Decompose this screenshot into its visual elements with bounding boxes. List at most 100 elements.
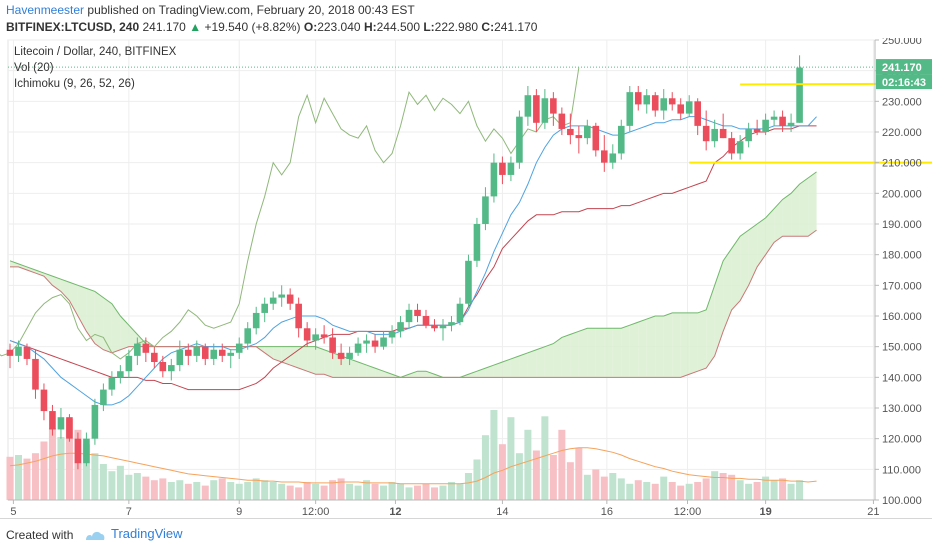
candle[interactable] <box>660 89 668 120</box>
candle[interactable] <box>142 337 150 362</box>
candle[interactable] <box>329 328 336 359</box>
candle[interactable] <box>558 107 566 136</box>
candle[interactable] <box>524 86 532 126</box>
candle[interactable] <box>473 217 481 267</box>
candle[interactable] <box>83 432 90 467</box>
candle[interactable] <box>23 343 31 366</box>
candle[interactable] <box>516 110 523 169</box>
candle[interactable] <box>456 297 464 326</box>
candle[interactable] <box>499 156 506 185</box>
candle[interactable] <box>762 113 769 136</box>
candle[interactable] <box>49 404 56 436</box>
candle[interactable] <box>218 343 226 362</box>
candle[interactable] <box>779 110 786 132</box>
volume-bar <box>583 474 591 500</box>
candle[interactable] <box>626 86 634 132</box>
candle[interactable] <box>533 89 540 132</box>
candle[interactable] <box>244 322 252 350</box>
candle[interactable] <box>677 98 685 120</box>
candle[interactable] <box>541 89 549 129</box>
candle[interactable] <box>702 110 710 151</box>
candle[interactable] <box>227 349 235 369</box>
candle[interactable] <box>507 156 515 182</box>
candle[interactable] <box>363 334 370 353</box>
candle[interactable] <box>168 358 175 381</box>
candle[interactable] <box>184 343 192 366</box>
candle[interactable] <box>91 398 99 445</box>
candle[interactable] <box>770 110 778 126</box>
candle[interactable] <box>337 343 345 366</box>
candle[interactable] <box>74 432 82 470</box>
author-link[interactable]: Havenmeester <box>6 3 85 17</box>
candle[interactable] <box>15 340 22 362</box>
candle[interactable] <box>694 98 701 136</box>
candle[interactable] <box>584 119 591 145</box>
candle[interactable] <box>796 55 803 123</box>
candle[interactable] <box>278 285 285 307</box>
candle[interactable] <box>601 135 608 172</box>
candle[interactable] <box>685 95 693 117</box>
candlestick-chart[interactable]: Litecoin / Dollar, 240, BITFINEX Vol (20)… <box>0 38 932 518</box>
candle[interactable] <box>405 303 413 329</box>
candle[interactable] <box>117 365 124 384</box>
candle[interactable] <box>609 144 617 169</box>
candle[interactable] <box>261 297 268 323</box>
candle[interactable] <box>346 346 353 366</box>
candle[interactable] <box>6 343 14 369</box>
candle[interactable] <box>567 113 574 145</box>
candle[interactable] <box>592 122 600 157</box>
candle[interactable] <box>66 414 73 442</box>
trendline[interactable] <box>740 82 932 86</box>
candle[interactable] <box>617 119 625 160</box>
candle[interactable] <box>269 291 277 310</box>
candle[interactable] <box>32 349 39 399</box>
candle[interactable] <box>252 306 260 335</box>
candle[interactable] <box>753 119 761 136</box>
candle[interactable] <box>354 337 362 356</box>
candle[interactable] <box>40 383 48 421</box>
candle[interactable] <box>719 113 727 139</box>
candle[interactable] <box>422 309 430 329</box>
candle[interactable] <box>303 322 311 347</box>
candle[interactable] <box>490 153 498 203</box>
candle[interactable] <box>388 325 396 344</box>
candle[interactable] <box>100 383 107 412</box>
candle[interactable] <box>235 337 243 359</box>
candle[interactable] <box>728 132 735 160</box>
candle[interactable] <box>448 316 455 332</box>
candle[interactable] <box>108 371 116 396</box>
candle[interactable] <box>668 92 676 111</box>
tradingview-brand[interactable]: TradingView <box>84 526 183 541</box>
candle[interactable] <box>201 343 209 366</box>
candle[interactable] <box>286 288 294 310</box>
candle[interactable] <box>397 316 404 338</box>
candle[interactable] <box>295 297 302 338</box>
candle[interactable] <box>210 343 218 366</box>
candle[interactable] <box>159 355 167 378</box>
candle[interactable] <box>380 331 387 350</box>
candle[interactable] <box>651 92 659 117</box>
candle[interactable] <box>312 328 319 350</box>
candle[interactable] <box>151 346 158 369</box>
candle[interactable] <box>320 325 328 344</box>
candle[interactable] <box>125 349 133 378</box>
candle[interactable] <box>176 340 184 372</box>
candle-body <box>414 309 421 316</box>
candle[interactable] <box>465 254 472 307</box>
candle[interactable] <box>787 113 795 132</box>
candle[interactable] <box>431 319 438 332</box>
candle[interactable] <box>745 122 752 148</box>
candle[interactable] <box>711 119 718 148</box>
candle[interactable] <box>414 303 421 323</box>
candle[interactable] <box>439 319 447 341</box>
candle[interactable] <box>482 187 489 231</box>
candle[interactable] <box>550 92 557 126</box>
candle[interactable] <box>193 340 201 362</box>
candle[interactable] <box>643 89 651 114</box>
candle[interactable] <box>736 135 744 160</box>
candle[interactable] <box>371 334 379 353</box>
candle[interactable] <box>634 86 642 111</box>
candle[interactable] <box>57 408 65 439</box>
candle[interactable] <box>134 337 141 366</box>
candle[interactable] <box>575 125 583 154</box>
